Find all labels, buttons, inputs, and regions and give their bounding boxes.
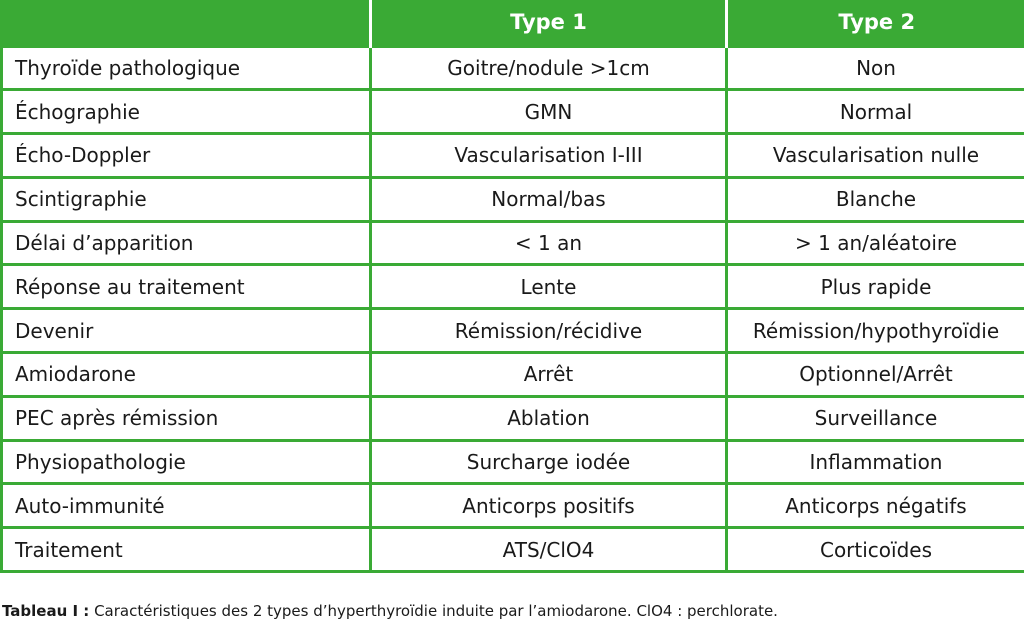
type-2-cell: Corticoïdes xyxy=(725,526,1024,574)
table-row: PEC après rémission Ablation Surveillance xyxy=(0,394,1024,442)
caption-text: Caractéristiques des 2 types d’hyperthyr… xyxy=(89,602,778,620)
type-2-cell: Blanche xyxy=(725,175,1024,223)
table-row: Auto-immunité Anticorps positifs Anticorps… xyxy=(0,482,1024,530)
header-row: Type 1 Type 2 xyxy=(1,0,1024,46)
type-1-cell: Anticorps positifs xyxy=(369,482,728,530)
type-2-cell: Anticorps négatifs xyxy=(725,482,1024,530)
type-1-cell: Goitre/nodule >1cm xyxy=(369,44,728,92)
type-1-cell: ATS/ClO4 xyxy=(369,526,728,574)
row-label-cell: Amiodarone xyxy=(0,351,372,398)
table-row: Échographie GMN Normal xyxy=(0,88,1024,136)
type-2-cell: Surveillance xyxy=(725,394,1024,442)
header-cell-type-1: Type 1 xyxy=(369,0,727,46)
row-label-cell: Traitement xyxy=(0,526,372,574)
row-label-cell: Scintigraphie xyxy=(0,175,372,223)
table-row: Écho-Doppler Vascularisation I-III Vascula… xyxy=(0,132,1024,179)
table-row: Délai d’apparition < 1 an > 1 an/aléatoire xyxy=(0,219,1024,267)
type-1-cell: Vascularisation I-III xyxy=(369,132,728,179)
type-1-cell: Surcharge iodée xyxy=(369,438,728,486)
type-1-cell: GMN xyxy=(369,88,728,136)
row-label-cell: Délai d’apparition xyxy=(0,219,372,267)
type-1-cell: Lente xyxy=(369,263,728,311)
row-label-cell: Auto-immunité xyxy=(0,482,372,530)
type-1-cell: Normal/bas xyxy=(369,175,728,223)
row-label-cell: PEC après rémission xyxy=(0,394,372,442)
type-2-cell: Rémission/hypothyroïdie xyxy=(725,307,1024,355)
table-header: Type 1 Type 2 xyxy=(1,0,1024,46)
header-cell-empty xyxy=(1,0,371,46)
type-1-cell: Ablation xyxy=(369,394,728,442)
type-1-cell: Arrêt xyxy=(369,351,728,398)
table-row: Scintigraphie Normal/bas Blanche xyxy=(0,175,1024,223)
table-caption: Tableau I : Caractéristiques des 2 types… xyxy=(2,602,778,620)
table-row: Réponse au traitement Lente Plus rapide xyxy=(0,263,1024,311)
type-2-cell: Normal xyxy=(725,88,1024,136)
row-label-cell: Écho-Doppler xyxy=(0,132,372,179)
type-2-cell: Vascularisation nulle xyxy=(725,132,1024,179)
type-1-cell: < 1 an xyxy=(369,219,728,267)
row-label-cell: Devenir xyxy=(0,307,372,355)
header-cell-type-2: Type 2 xyxy=(725,0,1024,46)
row-label-cell: Échographie xyxy=(0,88,372,136)
type-2-cell: Inflammation xyxy=(725,438,1024,486)
row-label-cell: Physiopathologie xyxy=(0,438,372,486)
table-row: Devenir Rémission/récidive Rémission/hypot… xyxy=(0,307,1024,355)
row-label-cell: Réponse au traitement xyxy=(0,263,372,311)
type-2-cell: > 1 an/aléatoire xyxy=(725,219,1024,267)
table-body: Thyroïde pathologique Goitre/nodule >1cm N… xyxy=(0,44,1024,574)
comparison-table: Type 1 Type 2 Thyroïde pathologique Goitr… xyxy=(0,0,1024,574)
row-label-cell: Thyroïde pathologique xyxy=(0,44,372,92)
table-row: Amiodarone Arrêt Optionnel/Arrêt xyxy=(0,351,1024,398)
type-2-cell: Non xyxy=(725,44,1024,92)
table-row: Physiopathologie Surcharge iodée Inflammat… xyxy=(0,438,1024,486)
caption-label: Tableau I : xyxy=(2,602,90,620)
type-2-cell: Optionnel/Arrêt xyxy=(725,351,1024,398)
table-row: Traitement ATS/ClO4 Corticoïdes xyxy=(0,526,1024,574)
type-2-cell: Plus rapide xyxy=(725,263,1024,311)
type-1-cell: Rémission/récidive xyxy=(369,307,728,355)
table-row: Thyroïde pathologique Goitre/nodule >1cm N… xyxy=(0,44,1024,92)
